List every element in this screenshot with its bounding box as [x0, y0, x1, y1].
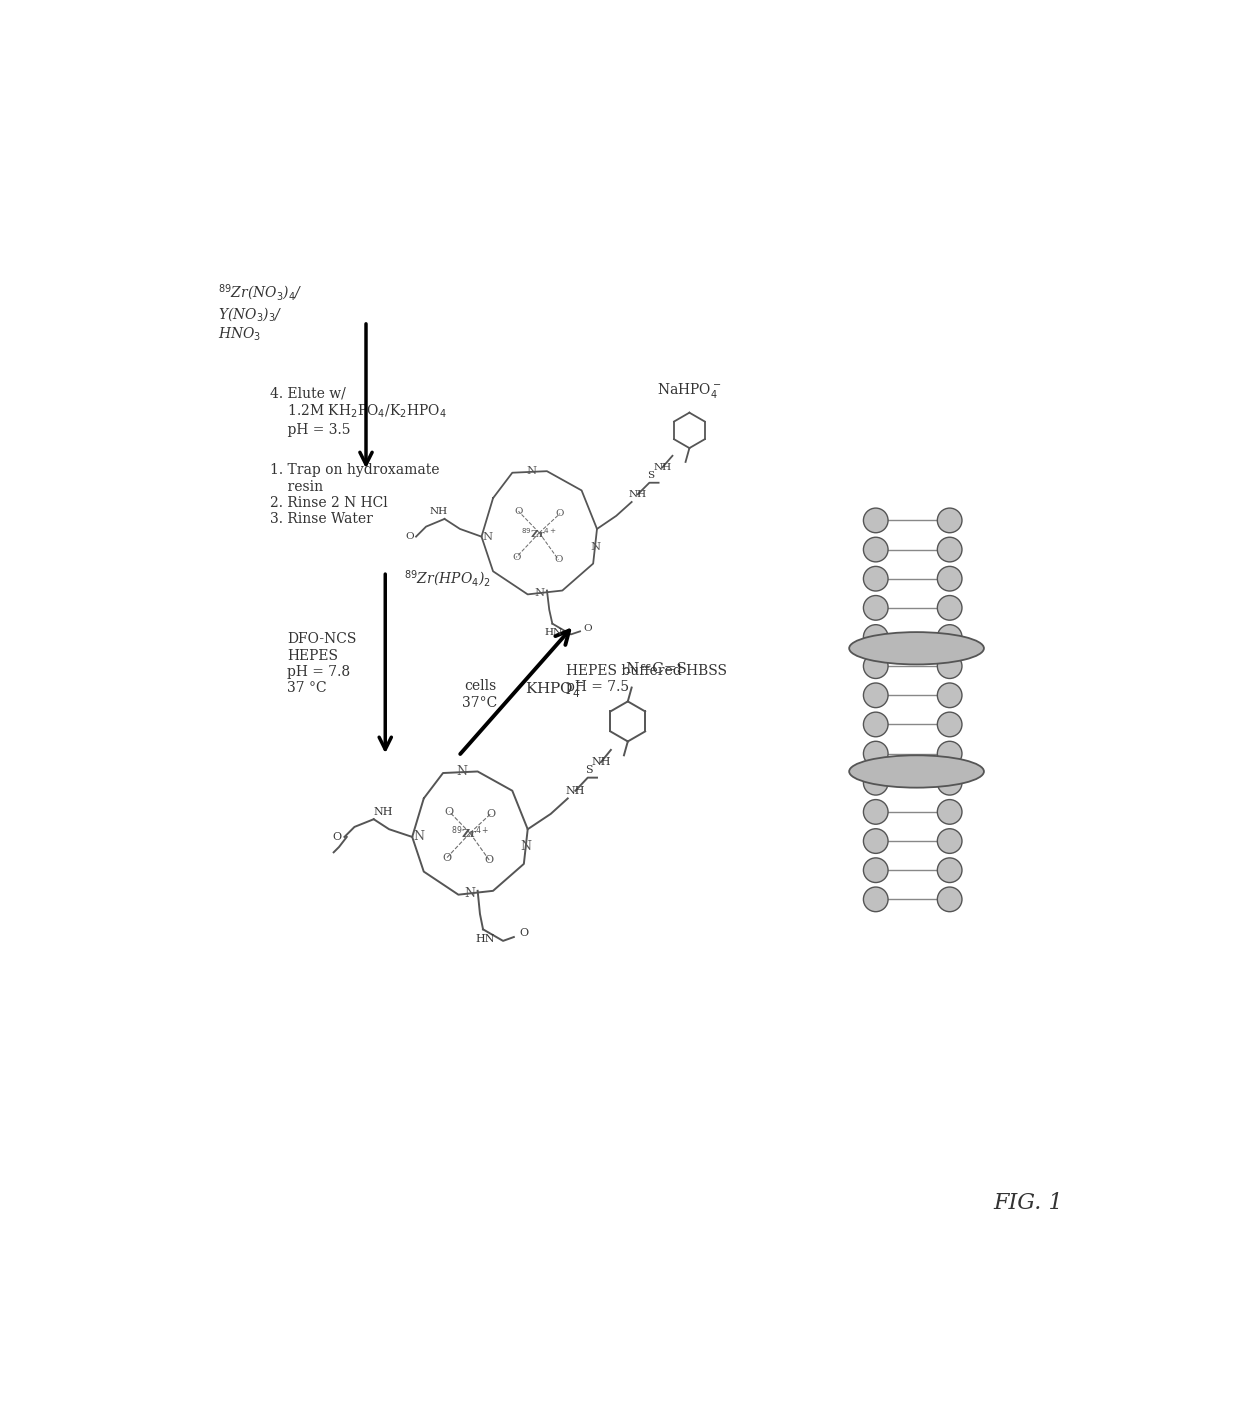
Text: O: O: [584, 624, 591, 632]
Text: 4. Elute w/
    1.2M KH$_2$PO$_4$/K$_2$HPO$_4$
    pH = 3.5: 4. Elute w/ 1.2M KH$_2$PO$_4$/K$_2$HPO$_…: [270, 386, 446, 437]
Text: O: O: [512, 553, 521, 562]
Text: $^{89}$Zr(NO$_3$)$_4$/
Y(NO$_3$)$_3$/
HNO$_3$: $^{89}$Zr(NO$_3$)$_4$/ Y(NO$_3$)$_3$/ HN…: [218, 282, 303, 343]
Text: N: N: [465, 887, 475, 900]
Text: cells
37°C: cells 37°C: [463, 679, 497, 709]
Circle shape: [937, 508, 962, 533]
Text: HEPES buffered HBSS
pH = 7.5: HEPES buffered HBSS pH = 7.5: [567, 664, 727, 693]
Ellipse shape: [849, 755, 983, 787]
Text: O: O: [556, 508, 564, 518]
Text: O: O: [486, 809, 495, 819]
Circle shape: [863, 857, 888, 883]
Circle shape: [863, 625, 888, 649]
Text: HN: HN: [476, 934, 495, 944]
Text: O: O: [332, 832, 341, 842]
Text: DFO-NCS
HEPES
pH = 7.8
37 °C: DFO-NCS HEPES pH = 7.8 37 °C: [288, 632, 357, 695]
Text: FIG. 1: FIG. 1: [993, 1192, 1063, 1213]
Circle shape: [863, 887, 888, 911]
Circle shape: [937, 887, 962, 911]
Text: S: S: [585, 765, 593, 775]
Text: O: O: [520, 928, 528, 938]
Text: N: N: [521, 840, 532, 853]
Text: N: N: [456, 765, 467, 778]
Text: O: O: [515, 507, 522, 515]
Circle shape: [937, 595, 962, 621]
Text: NH: NH: [429, 507, 448, 515]
Circle shape: [937, 537, 962, 562]
Text: 1. Trap on hydroxamate
    resin
2. Rinse 2 N HCl
3. Rinse Water: 1. Trap on hydroxamate resin 2. Rinse 2 …: [270, 463, 439, 525]
Text: HN: HN: [544, 628, 563, 638]
Circle shape: [937, 625, 962, 649]
Text: -N=C=S: -N=C=S: [621, 662, 688, 676]
Circle shape: [863, 508, 888, 533]
Circle shape: [937, 857, 962, 883]
Text: N: N: [527, 466, 537, 476]
Text: NH: NH: [565, 786, 585, 796]
Text: $^{89}$Zr$^{4+}$: $^{89}$Zr$^{4+}$: [450, 824, 490, 842]
Circle shape: [937, 742, 962, 766]
Circle shape: [863, 684, 888, 708]
Text: N: N: [413, 830, 424, 843]
Circle shape: [863, 829, 888, 853]
Circle shape: [863, 712, 888, 736]
Text: O: O: [443, 853, 451, 863]
Ellipse shape: [849, 632, 983, 665]
Circle shape: [937, 829, 962, 853]
Circle shape: [937, 567, 962, 591]
Text: KHPO$_4^-$: KHPO$_4^-$: [525, 681, 584, 701]
Text: O: O: [405, 533, 414, 541]
Circle shape: [863, 537, 888, 562]
Circle shape: [937, 684, 962, 708]
Text: NH: NH: [591, 758, 610, 768]
Text: N: N: [534, 588, 544, 598]
Text: NH: NH: [629, 490, 647, 498]
Circle shape: [863, 595, 888, 621]
Text: NaHPO$_4^-$: NaHPO$_4^-$: [657, 380, 722, 400]
Circle shape: [863, 567, 888, 591]
Circle shape: [937, 654, 962, 678]
Text: O: O: [485, 854, 494, 864]
Text: NH: NH: [373, 806, 393, 816]
Circle shape: [937, 770, 962, 795]
Text: NH: NH: [653, 463, 672, 471]
Text: N: N: [590, 541, 600, 551]
Text: $^{89}$Zr$^{4+}$: $^{89}$Zr$^{4+}$: [521, 525, 557, 540]
Circle shape: [863, 742, 888, 766]
Circle shape: [937, 712, 962, 736]
Text: N: N: [482, 531, 492, 541]
Circle shape: [937, 800, 962, 824]
Text: S: S: [647, 470, 655, 480]
Circle shape: [863, 770, 888, 795]
Text: O: O: [554, 555, 563, 564]
Text: O: O: [445, 806, 454, 816]
Text: $^{89}$Zr(HPO$_4$)$_2$: $^{89}$Zr(HPO$_4$)$_2$: [404, 568, 491, 590]
Circle shape: [863, 654, 888, 678]
Circle shape: [863, 800, 888, 824]
